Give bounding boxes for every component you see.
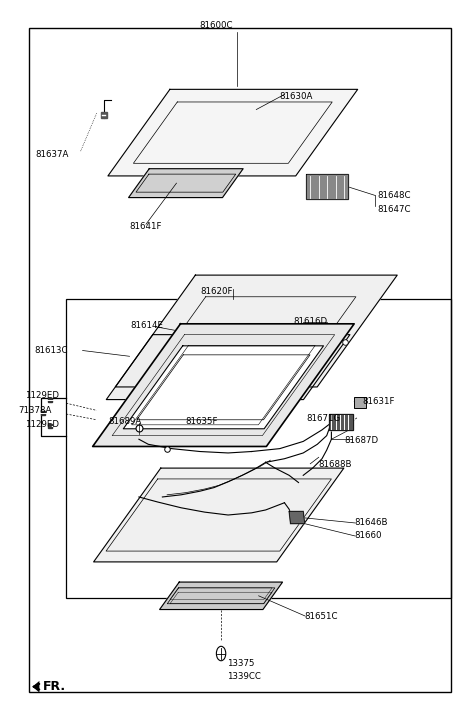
Text: 81647C: 81647C [378, 204, 411, 214]
Polygon shape [32, 681, 39, 693]
Text: 81651C: 81651C [304, 611, 338, 621]
Text: 81671G: 81671G [306, 414, 341, 423]
Text: 1339CC: 1339CC [227, 672, 261, 681]
Polygon shape [129, 169, 243, 198]
Polygon shape [305, 174, 348, 199]
Polygon shape [93, 324, 354, 446]
Text: FR.: FR. [43, 680, 66, 694]
Circle shape [217, 646, 226, 661]
Polygon shape [115, 275, 397, 387]
Text: 71378A: 71378A [18, 406, 52, 415]
Polygon shape [124, 346, 323, 429]
Text: 81630A: 81630A [280, 92, 313, 101]
Polygon shape [329, 414, 352, 430]
Polygon shape [108, 89, 358, 176]
Text: 81637A: 81637A [36, 150, 69, 158]
Text: 13375: 13375 [227, 659, 255, 668]
Text: 81648C: 81648C [378, 191, 411, 200]
Polygon shape [106, 334, 350, 400]
Polygon shape [160, 582, 283, 609]
Text: 81688B: 81688B [318, 460, 352, 469]
Text: 1129ED: 1129ED [25, 391, 59, 401]
Text: 81641F: 81641F [130, 222, 162, 231]
Polygon shape [94, 468, 344, 562]
Text: 81687D: 81687D [344, 436, 378, 445]
Text: 81635F: 81635F [186, 417, 218, 426]
Text: 81620F: 81620F [200, 287, 233, 296]
Text: 81616D: 81616D [293, 317, 327, 326]
Text: 81660: 81660 [355, 531, 382, 540]
Polygon shape [289, 511, 304, 523]
Text: 1129ED: 1129ED [25, 420, 59, 430]
Text: 81631F: 81631F [362, 396, 395, 406]
Text: 81600C: 81600C [200, 21, 233, 31]
Text: 81646B: 81646B [355, 518, 389, 527]
Text: 81689A: 81689A [108, 417, 142, 426]
Bar [66, 299, 451, 598]
Text: 81613C: 81613C [35, 346, 68, 355]
Bar [354, 397, 366, 409]
Text: 81614E: 81614E [131, 321, 163, 331]
